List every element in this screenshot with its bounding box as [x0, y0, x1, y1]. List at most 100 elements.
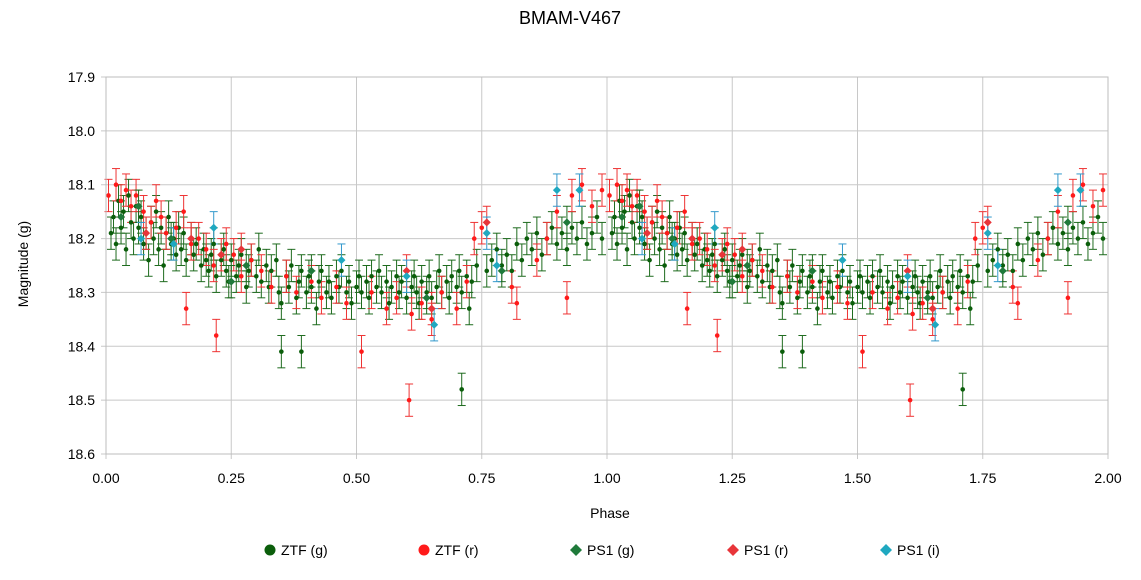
data-point	[118, 225, 124, 231]
data-point	[777, 290, 783, 295]
data-point	[231, 252, 237, 258]
data-point	[738, 245, 747, 254]
data-point	[137, 234, 146, 243]
data-point	[1065, 247, 1071, 252]
data-point	[875, 284, 880, 290]
data-point	[575, 186, 584, 195]
data-point	[459, 290, 465, 295]
data-point	[993, 261, 1002, 270]
data-point	[118, 198, 124, 204]
data-point	[937, 268, 943, 274]
data-point	[529, 247, 535, 252]
legend-label: ZTF (r)	[435, 542, 479, 558]
data-point	[419, 300, 424, 306]
data-point	[359, 349, 364, 354]
data-point	[795, 295, 800, 301]
data-point	[256, 247, 262, 252]
data-point	[374, 284, 379, 290]
data-point	[689, 241, 695, 247]
data-point	[815, 306, 820, 311]
data-point	[643, 229, 652, 238]
data-point	[208, 252, 214, 258]
data-point	[614, 241, 620, 247]
data-point	[743, 261, 752, 270]
data-point	[1035, 257, 1041, 263]
data-point	[307, 266, 316, 275]
data-point	[890, 284, 895, 290]
data-point	[203, 257, 209, 263]
data-point	[674, 225, 680, 231]
data-point	[178, 247, 184, 252]
data-point	[657, 247, 662, 252]
data-point	[134, 202, 143, 211]
data-point	[237, 245, 246, 254]
data-point	[459, 387, 465, 392]
grid	[101, 76, 1109, 459]
data-point	[684, 257, 690, 263]
data-point	[238, 273, 244, 279]
data-point	[1045, 236, 1051, 241]
data-point	[838, 256, 847, 265]
data-point	[471, 236, 477, 241]
data-point	[642, 241, 647, 247]
legend: ZTF (g) ZTF (r) PS1 (g) PS1 (r) PS1 (i)	[264, 542, 940, 558]
data-point	[622, 209, 627, 214]
data-point	[724, 241, 730, 247]
data-point	[163, 230, 169, 236]
data-point	[830, 295, 835, 301]
data-point	[187, 234, 196, 243]
data-point	[106, 193, 111, 198]
data-point	[306, 273, 312, 279]
data-point	[153, 209, 159, 214]
data-point	[1070, 225, 1076, 231]
data-point	[1090, 203, 1096, 209]
data-point	[945, 279, 950, 284]
data-point	[1100, 187, 1106, 193]
data-point	[960, 290, 966, 295]
data-point	[289, 263, 294, 268]
data-point	[504, 252, 510, 258]
data-point	[659, 225, 665, 231]
data-point	[1030, 247, 1036, 252]
data-point	[519, 257, 525, 263]
data-point	[724, 268, 730, 274]
data-point	[654, 198, 660, 204]
data-point	[1080, 182, 1086, 188]
data-point	[414, 290, 419, 295]
data-point	[995, 247, 1001, 252]
data-point	[394, 273, 399, 279]
data-point	[712, 263, 718, 268]
data-point	[181, 209, 186, 214]
data-point	[850, 300, 855, 306]
data-point	[1010, 284, 1016, 290]
data-point	[429, 317, 434, 322]
y-tick-label: 18.3	[68, 284, 95, 300]
legend-label: PS1 (r)	[744, 542, 788, 558]
data-point	[820, 295, 825, 301]
data-point	[456, 268, 462, 274]
y-tick-label: 18.6	[68, 446, 95, 462]
data-point	[183, 306, 189, 311]
data-point	[728, 277, 737, 286]
data-point	[296, 279, 302, 284]
data-point	[269, 284, 274, 290]
data-point	[344, 300, 349, 306]
data-point	[151, 236, 156, 241]
data-point	[427, 304, 436, 313]
data-point	[935, 284, 940, 290]
data-point	[549, 225, 555, 231]
x-axis-title: Phase	[590, 505, 630, 521]
data-point	[637, 225, 642, 231]
data-point	[396, 290, 402, 295]
data-point	[619, 225, 625, 231]
data-point	[198, 263, 204, 268]
data-point	[329, 295, 334, 301]
legend-marker	[418, 544, 430, 556]
data-point	[599, 236, 605, 241]
data-point	[930, 295, 935, 301]
data-point	[639, 214, 645, 220]
data-point	[817, 279, 823, 284]
data-point	[228, 257, 234, 263]
data-point	[845, 300, 850, 306]
data-point	[158, 214, 164, 220]
